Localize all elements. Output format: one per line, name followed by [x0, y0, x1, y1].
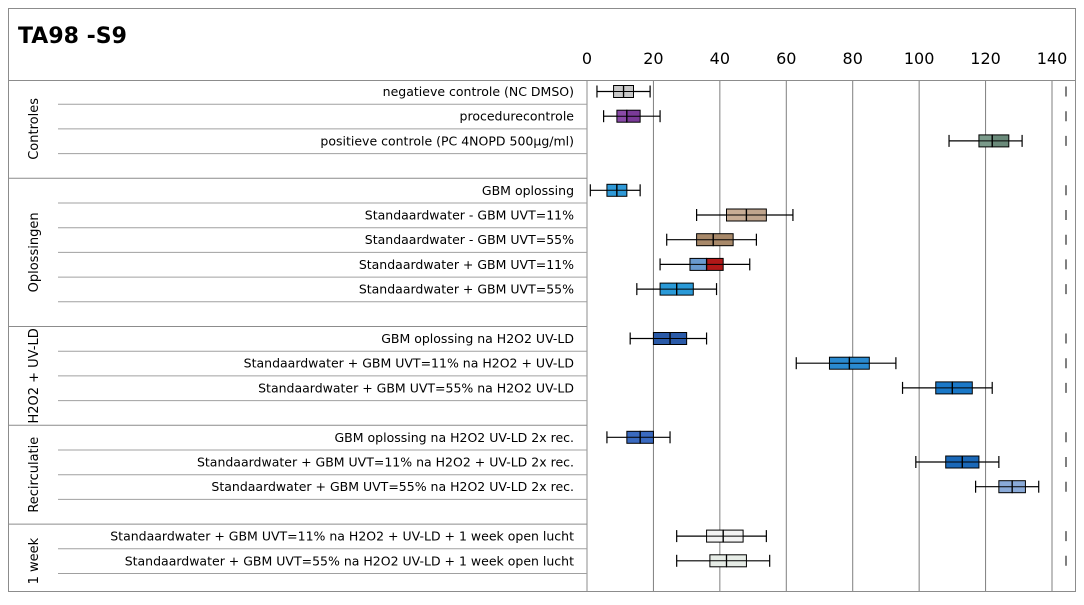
- boxplot-row: Standaardwater + GBM UVT=11% na H2O2 + U…: [197, 455, 1067, 470]
- boxplot-row: Standaardwater + GBM UVT=55% na H2O2 UV-…: [211, 479, 1067, 494]
- boxplot-row: Standaardwater + GBM UVT=55% na H2O2 UV-…: [125, 553, 1067, 568]
- row-label: Standaardwater + GBM UVT=11%: [359, 257, 574, 272]
- boxplot-row: procedurecontrole: [460, 109, 1067, 124]
- chart-title: TA98 -S9: [18, 24, 127, 49]
- x-tick-label: 100: [904, 49, 935, 68]
- group-label: 1 week: [27, 537, 42, 584]
- row-label: Standaardwater + GBM UVT=11% na H2O2 + U…: [197, 455, 574, 470]
- row-label: GBM oplossing na H2O2 UV-LD 2x rec.: [335, 430, 575, 445]
- group-label: H2O2 + UV-LD: [27, 328, 42, 423]
- row-label: Standaardwater + GBM UVT=55%: [359, 282, 574, 297]
- group-label: Oplossingen: [27, 212, 42, 292]
- x-tick-label: 140: [1037, 49, 1068, 68]
- boxplot-row: GBM oplossing: [482, 183, 1067, 198]
- chart-outer-border: [8, 8, 1076, 592]
- row-label: Standaardwater - GBM UVT=55%: [365, 232, 574, 247]
- row-label: Standaardwater - GBM UVT=11%: [365, 208, 574, 223]
- row-label: Standaardwater + GBM UVT=55% na H2O2 UV-…: [125, 553, 574, 568]
- row-label: negatieve controle (NC DMSO): [383, 84, 574, 99]
- boxplot-row: Standaardwater + GBM UVT=55%: [359, 282, 1067, 297]
- row-label: Standaardwater + GBM UVT=11% na H2O2 + U…: [244, 356, 574, 371]
- boxplot-row: GBM oplossing na H2O2 UV-LD 2x rec.: [335, 430, 1067, 445]
- boxplot-row: positieve controle (PC 4NOPD 500µg/ml): [320, 133, 1067, 148]
- x-tick-label: 0: [582, 49, 592, 68]
- row-label: Standaardwater + GBM UVT=11% na H2O2 + U…: [110, 529, 574, 544]
- boxplot-row: Standaardwater + GBM UVT=55% na H2O2 UV-…: [258, 380, 1067, 395]
- group-layer: Controles Oplossingen H2O2 + UV-LD Recircul…: [27, 98, 42, 585]
- boxplot-row: Standaardwater + GBM UVT=11% na H2O2 + U…: [110, 529, 1067, 544]
- row-label: positieve controle (PC 4NOPD 500µg/ml): [320, 133, 574, 148]
- boxplot-row: GBM oplossing na H2O2 UV-LD: [381, 331, 1067, 346]
- group-label: Recirculatie: [27, 437, 42, 513]
- row-label: Standaardwater + GBM UVT=55% na H2O2 UV-…: [211, 479, 574, 494]
- row-label: Standaardwater + GBM UVT=55% na H2O2 UV-…: [258, 380, 574, 395]
- boxplot-row: Standaardwater + GBM UVT=11% na H2O2 + U…: [244, 356, 1067, 371]
- boxplot-row: Standaardwater - GBM UVT=55%: [365, 232, 1067, 247]
- boxplot-row: Standaardwater - GBM UVT=11%: [365, 208, 1067, 223]
- x-tick-label: 60: [776, 49, 796, 68]
- row-label: procedurecontrole: [460, 109, 575, 124]
- boxplot-row: Standaardwater + GBM UVT=11%: [359, 257, 1067, 272]
- group-label: Controles: [27, 98, 42, 160]
- x-tick-label: 80: [843, 49, 863, 68]
- frame-layer: [9, 80, 1075, 591]
- row-label: GBM oplossing: [482, 183, 574, 198]
- row-label: GBM oplossing na H2O2 UV-LD: [381, 331, 574, 346]
- x-tick-label: 20: [643, 49, 663, 68]
- tick-label-layer: 0 20 40 60 80 100 120 140: [582, 49, 1067, 68]
- x-tick-label: 120: [970, 49, 1001, 68]
- x-tick-label: 40: [710, 49, 730, 68]
- row-layer: negatieve controle (NC DMSO) procedurecon…: [110, 84, 1067, 568]
- boxplot-row: negatieve controle (NC DMSO): [383, 84, 1067, 99]
